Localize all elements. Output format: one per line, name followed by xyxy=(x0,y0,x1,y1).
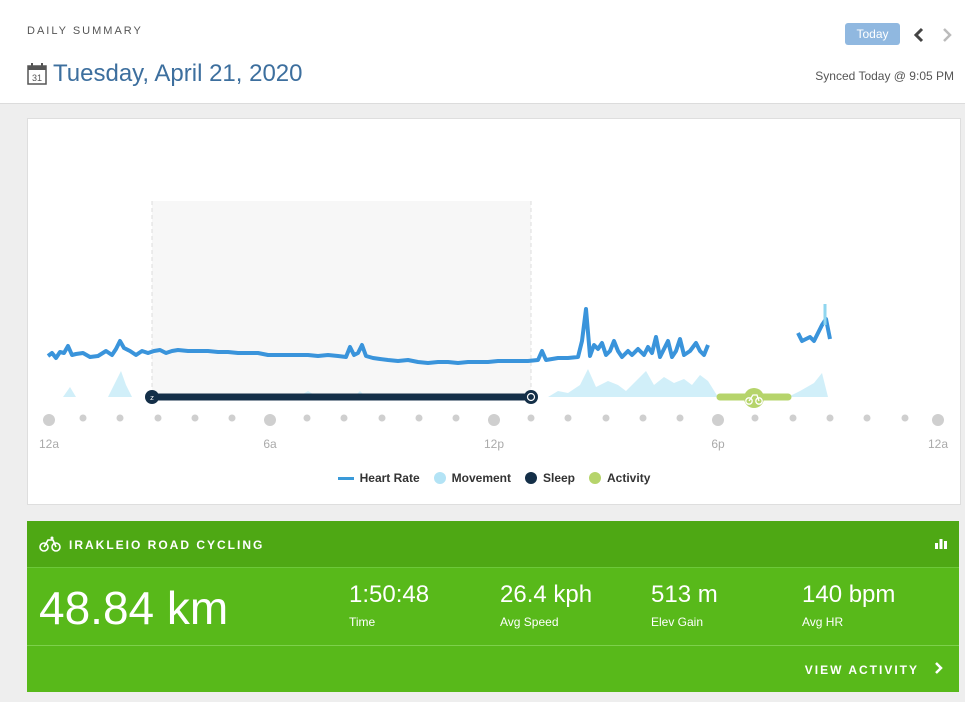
activity-header: IRAKLEIO ROAD CYCLING xyxy=(27,521,959,568)
stat-value: 140 bpm xyxy=(802,581,896,608)
chevron-left-icon[interactable] xyxy=(913,27,925,43)
chevron-right-icon[interactable] xyxy=(934,661,944,675)
page-title: Tuesday, April 21, 2020 xyxy=(53,60,303,87)
sync-status: Synced Today @ 9:05 PM xyxy=(815,69,954,83)
today-button[interactable]: Today xyxy=(845,23,900,45)
activity-bike-icon xyxy=(745,394,763,405)
movement-area xyxy=(46,369,828,397)
chart-legend: Heart Rate Movement Sleep Activity xyxy=(28,471,960,485)
time-label: 12p xyxy=(484,437,504,451)
hour-dots xyxy=(43,414,944,426)
sleep-start-marker xyxy=(145,390,159,404)
sleep-shade xyxy=(152,201,531,394)
activity-marker xyxy=(744,388,764,408)
time-label: 12a xyxy=(928,437,948,451)
time-label: 12a xyxy=(39,437,59,451)
daily-chart-card: z 12a 6a 12p 6p 12a xyxy=(27,118,961,505)
heart-rate-line xyxy=(46,307,710,365)
stat-avg-hr: 140 bpm Avg HR xyxy=(802,581,895,629)
stat-label: Avg HR xyxy=(802,615,844,629)
time-label: 6p xyxy=(711,437,725,451)
stat-label: Time xyxy=(349,615,376,629)
sleep-end-marker xyxy=(524,390,538,404)
stat-value: 26.4 kph xyxy=(500,581,593,608)
svg-text:z: z xyxy=(150,394,154,402)
bike-icon xyxy=(39,536,61,552)
time-label: 6a xyxy=(263,437,277,451)
chevron-right-icon[interactable] xyxy=(941,27,953,43)
view-activity-link[interactable]: VIEW ACTIVITY xyxy=(804,663,919,677)
daily-timeline-chart: z 12a 6a 12p 6p 12a xyxy=(39,201,948,451)
calendar-day: 31 xyxy=(32,73,42,83)
calendar-icon: 31 xyxy=(27,63,47,85)
stat-value: 1:50:48 xyxy=(349,581,430,608)
legend-sleep: Sleep xyxy=(525,471,575,485)
legend-heart-rate: Heart Rate xyxy=(337,471,420,485)
stat-label: Elev Gain xyxy=(651,615,704,629)
section-label: DAILY SUMMARY xyxy=(27,25,143,37)
stat-elev-gain: 513 m Elev Gain xyxy=(651,581,718,629)
stat-avg-speed: 26.4 kph Avg Speed xyxy=(500,581,592,629)
page-header: DAILY SUMMARY 31 Tuesday, April 21, 2020… xyxy=(0,0,965,104)
activity-footer: VIEW ACTIVITY xyxy=(27,645,959,693)
activity-title: IRAKLEIO ROAD CYCLING xyxy=(69,538,265,552)
bar-chart-icon[interactable] xyxy=(935,537,947,549)
stat-time: 1:50:48 Time xyxy=(349,581,429,629)
legend-movement: Movement xyxy=(433,471,511,485)
activity-distance: 48.84 km xyxy=(39,582,229,634)
stat-value: 513 m xyxy=(651,581,718,608)
date-row: 31 Tuesday, April 21, 2020 xyxy=(27,60,303,88)
stat-label: Avg Speed xyxy=(500,615,559,629)
legend-activity: Activity xyxy=(589,471,650,485)
activity-card[interactable]: IRAKLEIO ROAD CYCLING 48.84 km 1:50:48 T… xyxy=(27,521,959,692)
